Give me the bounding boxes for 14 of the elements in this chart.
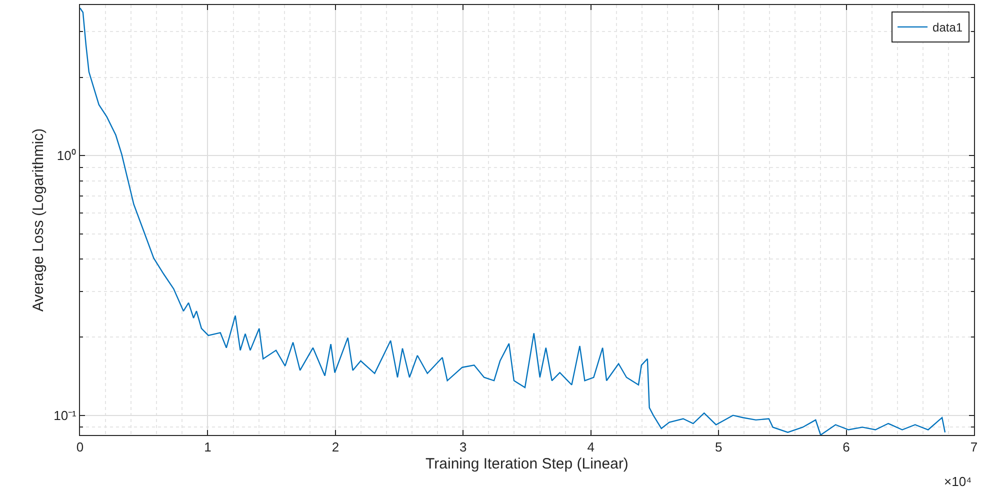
x-tick-label: 2 — [332, 440, 340, 455]
x-tick-label: 0 — [76, 440, 84, 455]
x-tick-label: 5 — [714, 440, 722, 455]
x-tick-label: 3 — [460, 440, 467, 455]
x-tick-label: 4 — [587, 440, 594, 455]
x-tick-label: 7 — [970, 440, 978, 455]
text: ×10⁴ — [944, 474, 972, 489]
y-tick-label: 10⁰ — [56, 148, 76, 164]
x-tick-label: 1 — [204, 440, 212, 455]
y-axis-title: Average Loss (Logarithmic) — [30, 128, 47, 312]
legend-label: data1 — [932, 20, 963, 35]
x-tick-label: 6 — [842, 440, 850, 455]
x-axis-title: Training Iteration Step (Linear) — [426, 456, 628, 473]
y-tick-label: 10⁻¹ — [54, 408, 78, 423]
